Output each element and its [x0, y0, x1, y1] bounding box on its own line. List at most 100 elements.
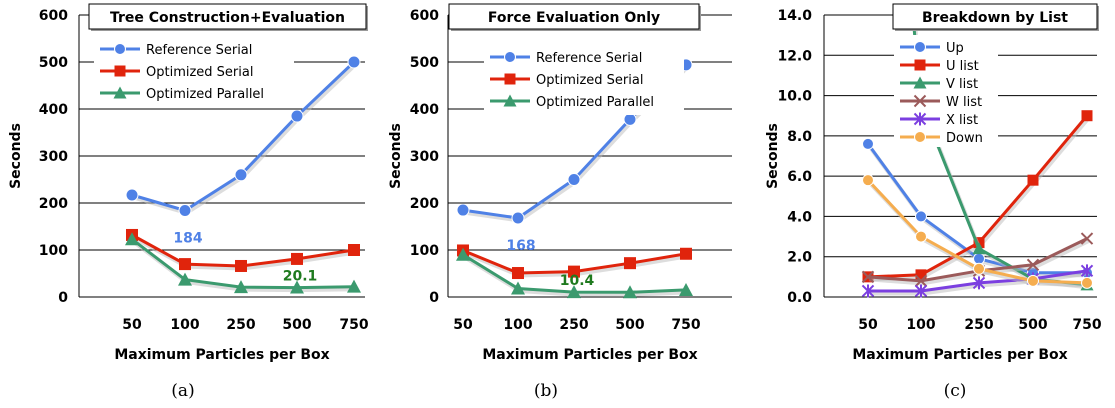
- data-point: [679, 282, 693, 296]
- legend-marker: [913, 112, 927, 126]
- y-tick-label: 4.0: [787, 209, 812, 225]
- x-tick-label: 250: [226, 317, 255, 333]
- series-optimized-parallel: [125, 232, 361, 294]
- data-point: [972, 276, 986, 290]
- x-tick-label: 250: [964, 317, 993, 333]
- data-point: [680, 247, 692, 260]
- title-box: [448, 3, 700, 30]
- data-point: [456, 203, 470, 217]
- y-tick-label: 0: [429, 290, 439, 306]
- y-tick-label: 300: [39, 149, 68, 165]
- y-tick-label: 600: [39, 8, 68, 24]
- data-point: [290, 280, 304, 294]
- x-tick-label: 750: [339, 317, 368, 333]
- y-tick-label: 10.0: [777, 89, 812, 105]
- y-axis-label: Seconds: [8, 123, 24, 189]
- data-point: [624, 257, 636, 270]
- y-tick-label: 500: [39, 55, 68, 71]
- data-annotation: 184: [173, 231, 202, 247]
- panel-caption: (c): [944, 381, 967, 401]
- data-annotation: 20.1: [283, 269, 318, 285]
- data-point: [512, 267, 524, 280]
- data-point: [1080, 232, 1094, 245]
- legend: Reference Serial Optimized Serial Optimize…: [484, 45, 684, 115]
- chart-panel-1: 0 100 200 300 400 500 600 50 100 250 500 750 Maximum…: [8, 3, 369, 363]
- data-point: [567, 285, 581, 299]
- x-axis-label: Maximum Particles per Box: [852, 347, 1067, 363]
- legend-marker: [914, 131, 926, 143]
- x-tick-label: 100: [170, 317, 199, 333]
- data-point: [235, 259, 247, 272]
- legend-marker: [114, 43, 126, 55]
- legend-label: Optimized Serial: [536, 73, 643, 88]
- legend-label: Optimized Parallel: [536, 95, 654, 110]
- data-point: [125, 188, 139, 202]
- legend-marker: [913, 94, 927, 108]
- y-tick-label: 200: [39, 196, 68, 212]
- legend-marker: [913, 76, 927, 89]
- x-tick-label: 750: [671, 317, 700, 333]
- y-tick-label: 500: [410, 55, 439, 71]
- data-point: [568, 265, 580, 278]
- data-point: [1080, 264, 1094, 278]
- y-tick-label: 12.0: [777, 48, 812, 64]
- legend: Reference Serial Optimized Serial Optimize…: [94, 37, 294, 107]
- data-point: [914, 284, 928, 298]
- x-tick-label: 500: [615, 317, 644, 333]
- panel-caption: (b): [534, 381, 558, 401]
- data-point: [1081, 276, 1093, 289]
- data-point: [290, 109, 304, 123]
- chart-panel-3: 0.0 2.0 4.0 6.0 8.0 10.0 12.0 14.0 50 100 250 500 75…: [765, 3, 1102, 363]
- data-point: [861, 270, 875, 284]
- x-axis-label: Maximum Particles per Box: [482, 347, 697, 363]
- data-point: [456, 247, 470, 261]
- series-x-list: [861, 264, 1094, 298]
- data-point: [234, 280, 248, 294]
- data-point: [178, 272, 192, 286]
- y-tick-label: 2.0: [787, 250, 812, 266]
- data-point: [1026, 258, 1040, 271]
- data-point: [511, 281, 525, 295]
- legend-marker: [113, 86, 127, 99]
- y-tick-label: 600: [410, 8, 439, 24]
- legend-label: Optimized Serial: [146, 65, 253, 80]
- data-point: [348, 244, 360, 256]
- legend-marker: [504, 51, 516, 63]
- x-tick-label: 50: [858, 317, 878, 333]
- data-point: [347, 55, 361, 69]
- x-tick-label: 50: [453, 317, 473, 333]
- data-point: [234, 168, 248, 182]
- data-point: [915, 230, 927, 243]
- legend-label: Reference Serial: [536, 51, 642, 66]
- data-point: [347, 279, 361, 293]
- data-point: [861, 284, 875, 298]
- data-point: [567, 173, 581, 186]
- legend: Up U list V list W list X list Down: [894, 35, 998, 147]
- data-annotation: 168: [506, 238, 535, 254]
- chart-title: Tree Construction+Evaluation: [110, 10, 345, 26]
- y-tick-label: 200: [410, 196, 439, 212]
- data-point: [862, 174, 874, 187]
- y-tick-label: 400: [39, 102, 68, 118]
- legend-marker: [504, 73, 516, 85]
- data-point: [623, 285, 637, 299]
- legend-label: V list: [946, 77, 978, 92]
- legend-label: W list: [946, 95, 982, 110]
- legend-label: U list: [946, 59, 979, 74]
- data-point: [973, 262, 985, 275]
- y-tick-label: 300: [410, 149, 439, 165]
- legend-label: Down: [946, 131, 983, 146]
- series-reference-serial: [125, 55, 361, 218]
- data-point: [623, 112, 637, 126]
- legend-marker: [114, 65, 126, 77]
- y-tick-label: 100: [39, 243, 68, 259]
- y-tick-label: 14.0: [777, 8, 812, 24]
- legend-marker: [503, 94, 517, 107]
- y-tick-label: 0.0: [787, 290, 812, 306]
- x-tick-label: 100: [503, 317, 532, 333]
- y-tick-label: 8.0: [787, 129, 812, 145]
- data-point: [179, 258, 191, 271]
- data-point: [1027, 174, 1039, 186]
- x-axis-label: Maximum Particles per Box: [114, 347, 329, 363]
